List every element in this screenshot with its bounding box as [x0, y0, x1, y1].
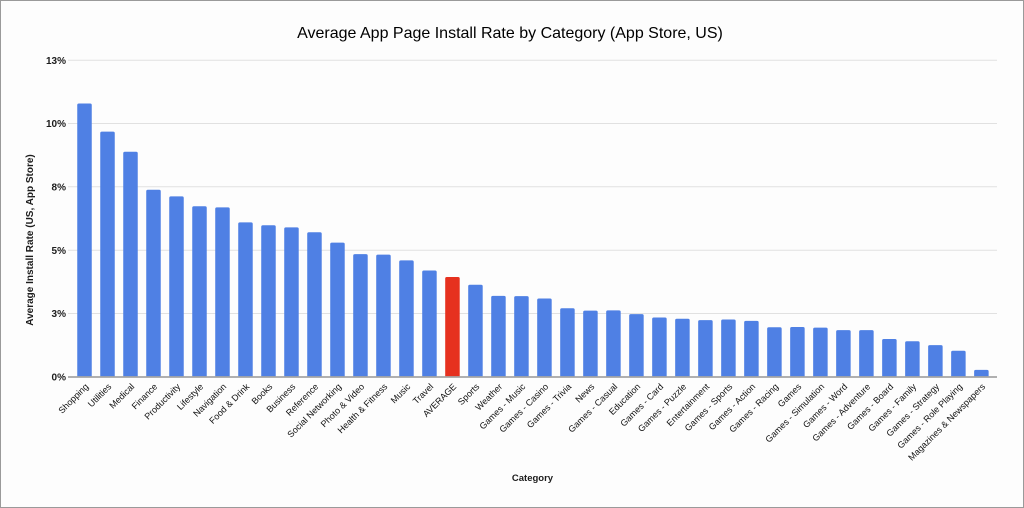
svg-text:13%: 13% [46, 56, 66, 67]
svg-text:8%: 8% [52, 182, 67, 193]
svg-text:Average Install Rate (US, App: Average Install Rate (US, App Store) [25, 154, 36, 326]
svg-text:3%: 3% [52, 309, 67, 320]
svg-text:0%: 0% [52, 373, 67, 384]
svg-text:Average App Page Install Rate: Average App Page Install Rate by Categor… [297, 25, 723, 42]
svg-text:5%: 5% [52, 246, 67, 257]
svg-text:10%: 10% [46, 119, 66, 130]
svg-text:Category: Category [512, 473, 554, 484]
